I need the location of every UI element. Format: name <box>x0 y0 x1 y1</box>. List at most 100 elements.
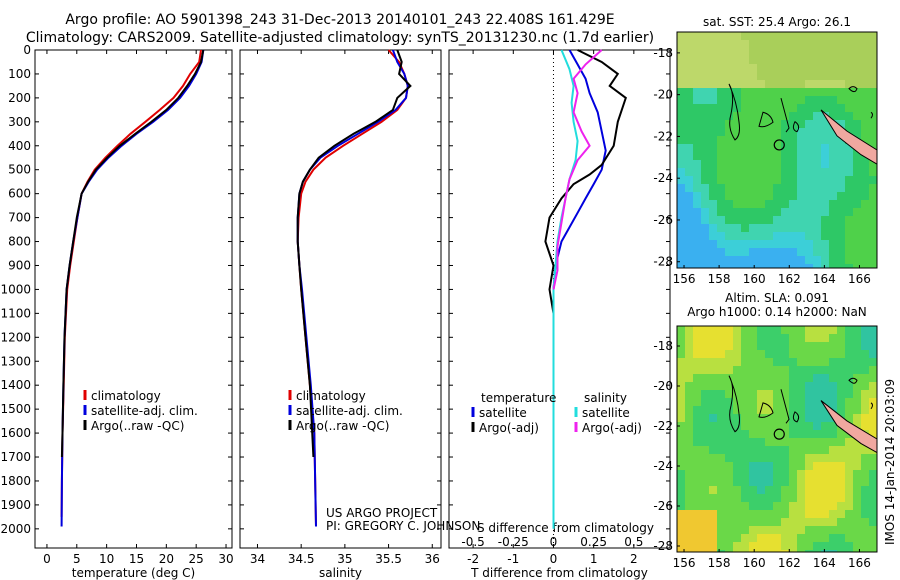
map-cell <box>821 446 829 454</box>
map-cell <box>869 406 877 414</box>
map-cell <box>797 542 805 550</box>
map-cell <box>853 112 861 120</box>
map-cell <box>797 184 805 192</box>
map-cell <box>821 414 829 422</box>
salinity-frame <box>239 49 442 549</box>
map-cell <box>749 430 757 438</box>
map-cell <box>813 390 821 398</box>
map-cell <box>749 478 757 486</box>
map-cell <box>717 208 725 216</box>
map-cell <box>773 486 781 494</box>
map-cell <box>773 422 781 430</box>
contour <box>758 111 800 133</box>
map-cell <box>709 366 717 374</box>
map-cell <box>693 256 701 264</box>
sst-map-title: sat. SST: 25.4 Argo: 26.1 <box>703 15 851 29</box>
map-cell <box>869 462 877 470</box>
map-cell <box>789 542 797 550</box>
map-cell <box>773 112 781 120</box>
map-cell <box>685 240 693 248</box>
map-xtick-label: 160 <box>743 272 766 286</box>
map-cell <box>845 256 853 264</box>
map-cell <box>765 152 773 160</box>
map-cell <box>733 112 741 120</box>
map-cell <box>853 350 861 358</box>
temperature-legend-label: satellite-adj. clim. <box>91 404 198 418</box>
map-cell <box>773 414 781 422</box>
map-cell <box>845 486 853 494</box>
map-cell <box>805 366 813 374</box>
map-cell <box>709 414 717 422</box>
map-cell <box>717 56 725 64</box>
map-cell <box>741 96 749 104</box>
map-cell <box>773 510 781 518</box>
map-cell <box>805 232 813 240</box>
map-cell <box>693 366 701 374</box>
map-cell <box>789 232 797 240</box>
map-cell <box>813 358 821 366</box>
map-cell <box>685 518 693 526</box>
map-cell <box>677 510 685 518</box>
map-cell <box>733 256 741 264</box>
map-cell <box>693 168 701 176</box>
map-cell <box>821 176 829 184</box>
map-cell <box>853 104 861 112</box>
difference-series-0 <box>552 49 607 290</box>
map-cell <box>765 32 773 40</box>
map-cell <box>685 168 693 176</box>
map-cell <box>773 358 781 366</box>
map-cell <box>677 446 685 454</box>
map-cell <box>797 192 805 200</box>
map-cell <box>757 526 765 534</box>
map-cell <box>693 382 701 390</box>
map-cell <box>829 88 837 96</box>
map-cell <box>773 128 781 136</box>
map-cell <box>805 32 813 40</box>
map-cell <box>757 104 765 112</box>
map-cell <box>701 430 709 438</box>
map-cell <box>757 96 765 104</box>
map-cell <box>853 534 861 542</box>
map-cell <box>677 398 685 406</box>
map-cell <box>845 200 853 208</box>
map-cell <box>701 104 709 112</box>
map-cell <box>709 120 717 128</box>
map-cell <box>861 168 869 176</box>
map-cell <box>781 486 789 494</box>
map-cell <box>781 406 789 414</box>
map-cell <box>773 232 781 240</box>
map-cell <box>781 462 789 470</box>
map-cell <box>861 494 869 502</box>
map-cell <box>693 176 701 184</box>
map-cell <box>821 160 829 168</box>
map-cell <box>805 216 813 224</box>
map-cell <box>821 510 829 518</box>
map-cell <box>789 350 797 358</box>
map-cell <box>685 446 693 454</box>
map-cell <box>749 240 757 248</box>
map-cell <box>813 382 821 390</box>
map-cell <box>861 160 869 168</box>
map-cell <box>781 48 789 56</box>
map-cell <box>861 224 869 232</box>
map-cell <box>693 128 701 136</box>
map-cell <box>725 224 733 232</box>
map-cell <box>861 486 869 494</box>
map-cell <box>861 366 869 374</box>
map-cell <box>821 72 829 80</box>
map-cell <box>693 56 701 64</box>
map-cell <box>693 550 701 552</box>
map-cell <box>805 104 813 112</box>
map-cell <box>789 112 797 120</box>
map-cell <box>861 232 869 240</box>
map-cell <box>749 526 757 534</box>
map-cell <box>765 56 773 64</box>
map-cell <box>805 326 813 334</box>
map-cell <box>829 494 837 502</box>
map-cell <box>677 550 685 552</box>
map-cell <box>741 120 749 128</box>
map-cell <box>869 168 877 176</box>
map-cell <box>685 382 693 390</box>
map-cell <box>749 56 757 64</box>
